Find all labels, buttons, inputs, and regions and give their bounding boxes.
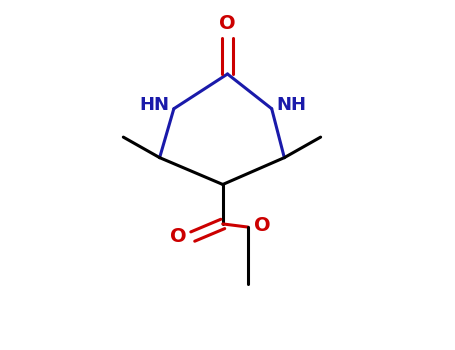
Text: NH: NH — [277, 96, 306, 114]
Text: HN: HN — [139, 96, 169, 114]
Text: O: O — [254, 216, 270, 235]
Text: O: O — [171, 227, 187, 246]
Text: O: O — [219, 14, 236, 33]
